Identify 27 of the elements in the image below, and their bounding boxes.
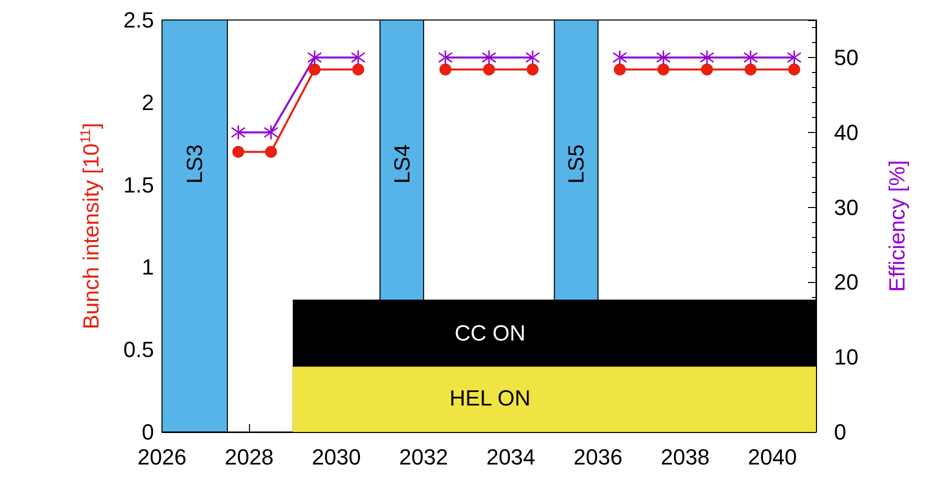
y2-tick-label: 0 xyxy=(834,420,846,444)
y2-tick-label: 20 xyxy=(834,270,858,295)
y-axis-title: Bunch intensity [1011] xyxy=(77,122,104,330)
band-label: LS4 xyxy=(389,144,414,184)
x-tick-label: 2034 xyxy=(486,444,536,470)
y2-tick-label: 40 xyxy=(834,120,858,145)
y-tick-label: 1.5 xyxy=(123,172,154,198)
x-tick-label: 2038 xyxy=(660,444,710,470)
x-tick-label: 2028 xyxy=(224,444,274,470)
y2-tick-label: 50 xyxy=(834,44,858,70)
y-tick-label: 0.5 xyxy=(123,337,154,362)
y2-tick-label: 10 xyxy=(834,344,858,370)
annotation: HEL ON xyxy=(449,386,531,410)
band-label: LS3 xyxy=(182,144,208,184)
x-tick-label: 2032 xyxy=(399,444,448,470)
x-tick-label: 2040 xyxy=(748,444,797,470)
y2-tick-label: 30 xyxy=(834,194,858,220)
x-tick-label: 2026 xyxy=(138,444,186,470)
y-tick-label: 2 xyxy=(142,90,154,115)
y2-axis-title: Efficiency [%] xyxy=(884,160,910,292)
x-tick-label: 2036 xyxy=(574,444,622,470)
y-tick-label: 0 xyxy=(142,420,154,444)
x-tick-label: 2030 xyxy=(312,444,361,470)
y-tick-label: 2.5 xyxy=(123,8,154,32)
band-label: LS5 xyxy=(564,144,589,184)
annotation: CC ON xyxy=(454,320,526,346)
y-tick-label: 1 xyxy=(142,254,154,280)
